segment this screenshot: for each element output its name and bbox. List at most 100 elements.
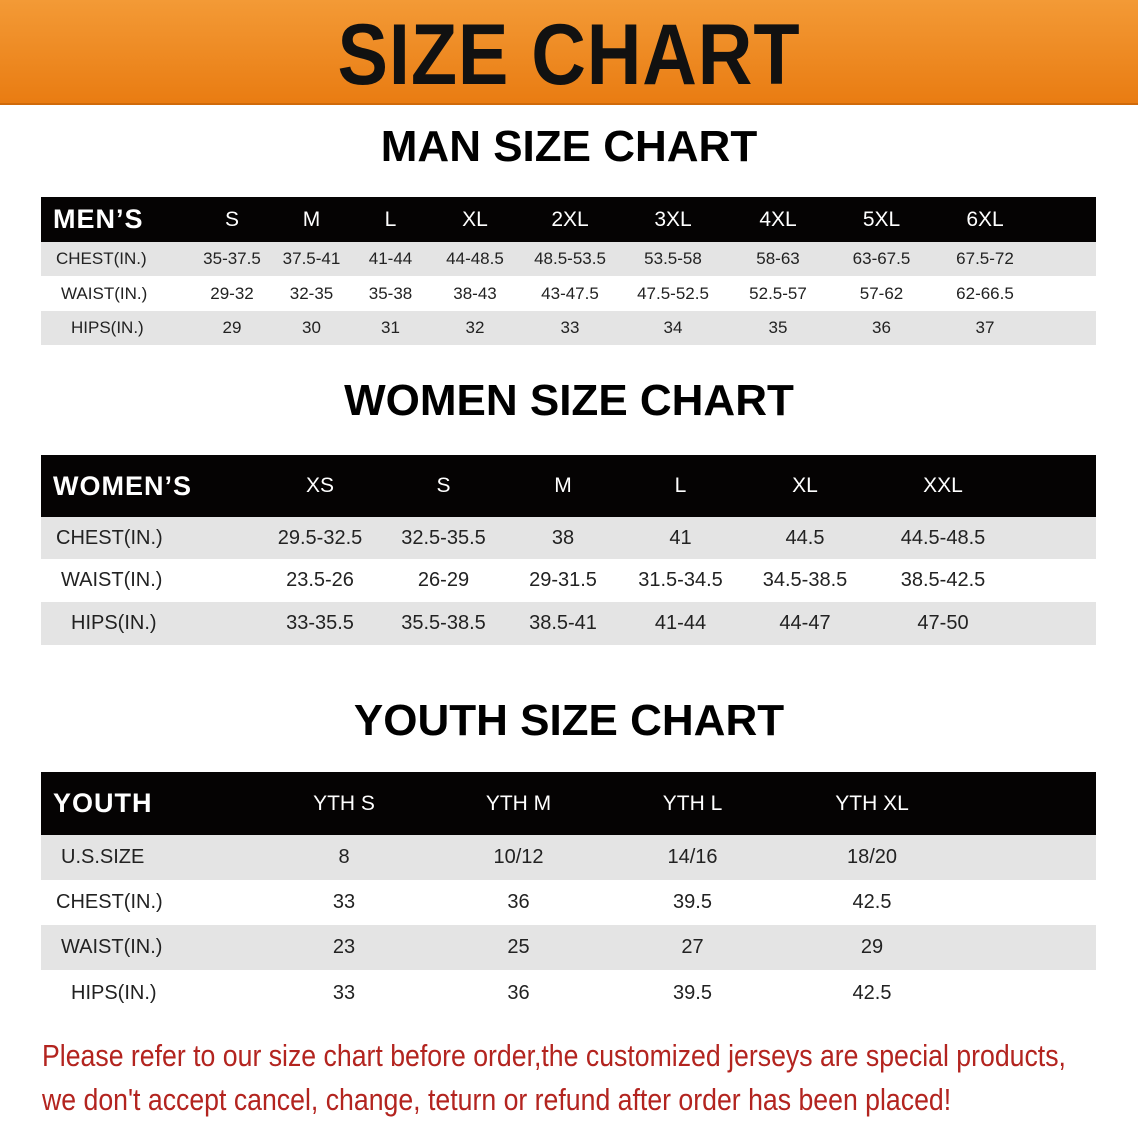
measurement-cell: 36 — [431, 970, 606, 1016]
measurement-cell: 39.5 — [606, 880, 779, 925]
measurement-cell: 67.5-72 — [933, 242, 1037, 276]
measurement-cell: 33 — [257, 880, 431, 925]
header-banner: SIZE CHART — [0, 0, 1138, 105]
measurement-cell: 30 — [272, 311, 351, 345]
measurement-cell: 35-37.5 — [192, 242, 272, 276]
table-label: WOMEN’S — [41, 455, 258, 517]
measurement-cell: 42.5 — [779, 880, 965, 925]
youth-section-title: YOUTH SIZE CHART — [353, 696, 785, 745]
measurement-cell: 41-44 — [621, 602, 740, 645]
table-row: U.S.SIZE 8 10/12 14/16 18/20 — [41, 835, 1096, 880]
measurement-cell: 33 — [257, 970, 431, 1016]
measurement-cell: 62-66.5 — [933, 276, 1037, 311]
empty-cell — [1037, 276, 1096, 311]
measurement-cell: 44.5-48.5 — [870, 517, 1016, 559]
empty-cell — [1037, 311, 1096, 345]
measurement-cell: 18/20 — [779, 835, 965, 880]
size-header: 2XL — [520, 197, 620, 242]
measurement-cell: 29.5-32.5 — [258, 517, 382, 559]
measurement-cell: 37.5-41 — [272, 242, 351, 276]
youth-size-table: YOUTH YTH S YTH M YTH L YTH XL U.S.SIZE 8 10/12… — [41, 772, 1096, 1016]
measurement-cell: 33-35.5 — [258, 602, 382, 645]
row-label: HIPS(IN.) — [41, 311, 192, 345]
measurement-cell: 14/16 — [606, 835, 779, 880]
measurement-cell: 38.5-41 — [505, 602, 621, 645]
table-row: WAIST(IN.) 23.5-26 26-29 29-31.5 31.5-34.5 34… — [41, 559, 1096, 602]
table-row: CHEST(IN.) 35-37.5 37.5-41 41-44 44-48.5 48.5… — [41, 242, 1096, 276]
empty-header — [1037, 197, 1096, 242]
empty-cell — [1037, 242, 1096, 276]
measurement-cell: 38.5-42.5 — [870, 559, 1016, 602]
measurement-cell: 47.5-52.5 — [620, 276, 726, 311]
table-row: HIPS(IN.) 29 30 31 32 33 34 35 36 37 — [41, 311, 1096, 345]
size-header: YTH L — [606, 772, 779, 835]
measurement-cell: 36 — [830, 311, 933, 345]
measurement-cell: 26-29 — [382, 559, 505, 602]
size-header: L — [621, 455, 740, 517]
size-header: 3XL — [620, 197, 726, 242]
measurement-cell: 44-48.5 — [430, 242, 520, 276]
size-header: M — [272, 197, 351, 242]
empty-cell — [965, 925, 1096, 970]
measurement-cell: 25 — [431, 925, 606, 970]
size-header: XXL — [870, 455, 1016, 517]
measurement-cell: 57-62 — [830, 276, 933, 311]
measurement-cell: 27 — [606, 925, 779, 970]
measurement-cell: 53.5-58 — [620, 242, 726, 276]
table-label: YOUTH — [41, 772, 257, 835]
table-row: WAIST(IN.) 23 25 27 29 — [41, 925, 1096, 970]
size-header: XL — [740, 455, 870, 517]
measurement-cell: 32 — [430, 311, 520, 345]
measurement-cell: 48.5-53.5 — [520, 242, 620, 276]
size-header: XS — [258, 455, 382, 517]
header-row: WOMEN’S XS S M L XL XXL — [41, 455, 1096, 517]
row-label: HIPS(IN.) — [41, 602, 258, 645]
measurement-cell: 39.5 — [606, 970, 779, 1016]
empty-header — [1016, 455, 1096, 517]
measurement-cell: 41-44 — [351, 242, 430, 276]
measurement-cell: 38 — [505, 517, 621, 559]
measurement-cell: 41 — [621, 517, 740, 559]
measurement-cell: 37 — [933, 311, 1037, 345]
women-size-table: WOMEN’S XS S M L XL XXL CHEST(IN.) 29.5-32.5 32.5… — [41, 455, 1096, 645]
table-label: MEN’S — [41, 197, 192, 242]
row-label: HIPS(IN.) — [41, 970, 257, 1016]
measurement-cell: 29-32 — [192, 276, 272, 311]
size-header: S — [382, 455, 505, 517]
measurement-cell: 44-47 — [740, 602, 870, 645]
size-header: XL — [430, 197, 520, 242]
empty-cell — [1016, 602, 1096, 645]
measurement-cell: 44.5 — [740, 517, 870, 559]
measurement-cell: 29 — [779, 925, 965, 970]
empty-cell — [965, 970, 1096, 1016]
measurement-cell: 35-38 — [351, 276, 430, 311]
size-header: YTH M — [431, 772, 606, 835]
men-size-table: MEN’S S M L XL 2XL 3XL 4XL 5XL 6XL CHEST(IN.) 35-37… — [41, 197, 1096, 345]
table-row: WAIST(IN.) 29-32 32-35 35-38 38-43 43-47.5 47.… — [41, 276, 1096, 311]
size-header: 6XL — [933, 197, 1037, 242]
notice-line-2: we don't accept cancel, change, teturn o… — [42, 1082, 952, 1117]
measurement-cell: 23.5-26 — [258, 559, 382, 602]
empty-cell — [1016, 517, 1096, 559]
row-label: WAIST(IN.) — [41, 559, 258, 602]
measurement-cell: 33 — [520, 311, 620, 345]
size-header: L — [351, 197, 430, 242]
men-section-title: MAN SIZE CHART — [380, 122, 758, 171]
header-row: MEN’S S M L XL 2XL 3XL 4XL 5XL 6XL — [41, 197, 1096, 242]
measurement-cell: 38-43 — [430, 276, 520, 311]
measurement-cell: 31.5-34.5 — [621, 559, 740, 602]
size-header: YTH S — [257, 772, 431, 835]
empty-cell — [965, 880, 1096, 925]
row-label: CHEST(IN.) — [41, 517, 258, 559]
measurement-cell: 32.5-35.5 — [382, 517, 505, 559]
measurement-cell: 32-35 — [272, 276, 351, 311]
measurement-cell: 35 — [726, 311, 830, 345]
row-label: U.S.SIZE — [41, 835, 257, 880]
table-row: HIPS(IN.) 33 36 39.5 42.5 — [41, 970, 1096, 1016]
measurement-cell: 29-31.5 — [505, 559, 621, 602]
notice-line-1: Please refer to our size chart before or… — [42, 1038, 1066, 1073]
measurement-cell: 23 — [257, 925, 431, 970]
measurement-cell: 36 — [431, 880, 606, 925]
measurement-cell: 42.5 — [779, 970, 965, 1016]
